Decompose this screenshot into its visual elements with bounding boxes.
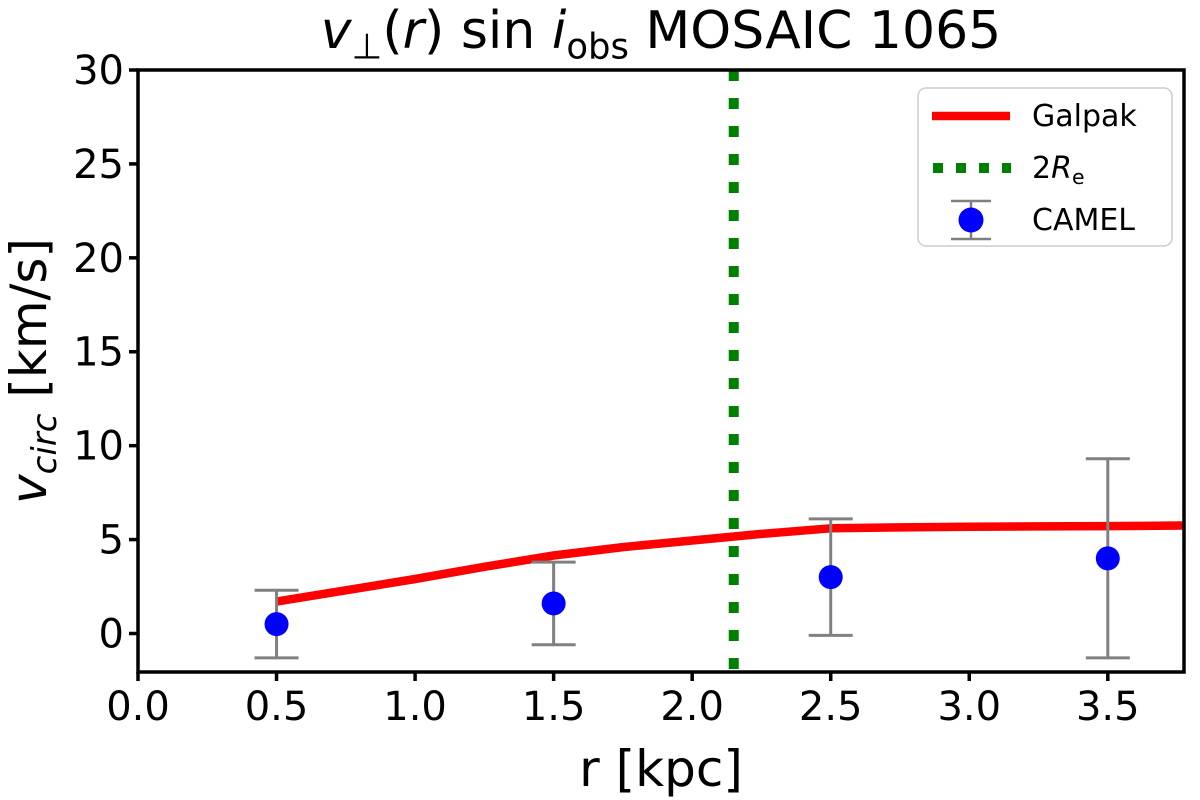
legend: Galpak 2Re CAMEL [917,87,1173,247]
camel-errorbar-point-1 [531,560,576,647]
camel-errorbar-point-3 [1085,457,1130,660]
axis-ticks: 0.0 0.5 1.0 1.5 2.0 2.5 3.0 3.5 0 5 10 15 20 25 30 [73,48,1140,730]
x-tick-label-1.5: 1.5 [522,684,586,730]
x-tick-label-3.0: 3.0 [937,684,1001,730]
legend-samples [932,111,1011,241]
legend-label-2re: 2Re [1032,151,1085,189]
x-tick-label-1.0: 1.0 [383,684,447,730]
x-axis-label: r [kpc] [579,740,743,798]
x-tick-label-2.5: 2.5 [799,684,863,730]
camel-marker [1095,546,1120,571]
legend-label-galpak: Galpak [1032,99,1137,134]
camel-errorbar-point-2 [808,517,853,637]
x-tick-label-0.5: 0.5 [245,684,309,730]
y-axis-label: vcirc [km/s] [0,238,65,504]
axes-border [136,68,1186,674]
legend-label-camel: CAMEL [1032,203,1135,238]
legend-sample-errorbar-point [951,199,991,241]
camel-marker [264,612,289,637]
plot-area [254,70,1185,672]
camel-marker [818,565,843,590]
x-tick-label-3.5: 3.5 [1076,684,1140,730]
y-tick-label-30: 30 [73,48,124,94]
y-tick-label-25: 25 [73,142,124,188]
chart-title: v⊥(r) sin iobs MOSAIC 1065 [321,1,1002,67]
y-tick-label-0: 0 [99,611,124,657]
y-tick-label-10: 10 [73,424,124,470]
legend-box [917,87,1173,247]
y-tick-label-15: 15 [73,330,124,376]
camel-errorbar-point-0 [254,588,299,660]
y-tick-label-20: 20 [73,236,124,282]
camel-marker [541,591,566,616]
x-tick-label-2.0: 2.0 [660,684,724,730]
series-line-galpak [275,521,1185,606]
y-tick-label-5: 5 [99,518,124,564]
x-tick-label-0.0: 0.0 [106,684,170,730]
